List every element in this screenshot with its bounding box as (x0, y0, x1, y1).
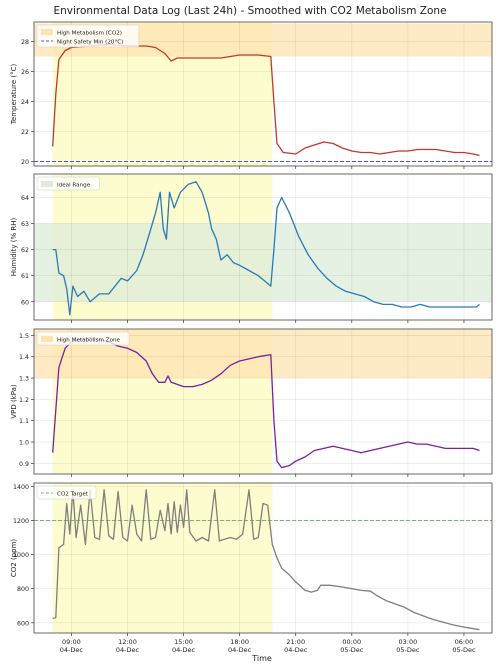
panels: 20 22 24 26 28 Temperature (°C) High Metabolis… (10, 21, 493, 654)
y-tick-label: 28 (21, 39, 29, 46)
x-tick-label-time: 15:00 (174, 638, 193, 646)
y-tick-label: 60 (21, 299, 29, 306)
series-line-co2 (52, 489, 480, 631)
y-tick-label: 1.2 (19, 397, 29, 404)
x-tick-label-time: 00:00 (342, 638, 361, 646)
legend-label: Night Safety Min (20°C) (57, 39, 123, 45)
x-tick-label-date: 04-Dec (116, 646, 140, 654)
x-tick-label-time: 03:00 (399, 638, 418, 646)
x-tick-label-time: 18:00 (230, 638, 249, 646)
legend-label: CO2 Target (57, 491, 89, 497)
legend-label: Ideal Range (57, 182, 91, 188)
y-axis-label: VPD (kPa) (10, 384, 18, 419)
legend-swatch (41, 181, 53, 187)
x-tick-label-date: 05-Dec (340, 646, 364, 654)
y-axis-label: CO2 (ppm) (10, 539, 18, 578)
series-line-humidity (52, 181, 480, 316)
x-tick-label-date: 04-Dec (284, 646, 308, 654)
x-tick-label-date: 05-Dec (452, 646, 476, 654)
x-tick-label-time: 12:00 (118, 638, 137, 646)
x-tick-label-date: 04-Dec (228, 646, 252, 654)
y-axis-label: Humidity (% RH) (10, 218, 18, 277)
y-tick-label: 61 (21, 273, 29, 280)
x-tick-label-date: 04-Dec (172, 646, 196, 654)
day-zone (52, 483, 273, 633)
x-axis-label: Time (251, 654, 272, 663)
panel-vpd: 0.9 1.0 1.1 1.2 1.3 1.4 1.5 VPD (kPa) High Metab… (10, 328, 493, 477)
legend-swatch (41, 29, 53, 35)
x-tick-label-date: 04-Dec (60, 646, 84, 654)
y-tick-label: 26 (21, 69, 29, 76)
y-tick-label: 62 (21, 247, 29, 254)
y-tick-label: 1.0 (19, 440, 29, 447)
panel-humidity: 60 61 62 63 64 Humidity (% RH) Ideal Range (10, 173, 493, 323)
panel-temperature: 20 22 24 26 28 Temperature (°C) High Metabolis… (10, 21, 493, 169)
x-tick-label-date: 05-Dec (396, 646, 420, 654)
x-tick-label-time: 21:00 (286, 638, 305, 646)
legend-box (36, 24, 140, 48)
y-tick-label: 63 (21, 221, 29, 228)
y-tick-label: 20 (21, 159, 29, 166)
axes-frame (33, 173, 493, 321)
panel-co2: 600 800 1000 1200 1400 CO2 (ppm) CO2 Target (10, 482, 493, 636)
y-tick-label: 600 (17, 620, 29, 627)
y-tick-label: 1.4 (19, 354, 29, 361)
y-tick-label: 1.3 (19, 376, 29, 383)
y-tick-label: 1200 (13, 518, 29, 525)
legend-label: High Metabolism (CO2) (57, 30, 122, 36)
band-zone (34, 223, 492, 302)
legend-box (36, 331, 130, 346)
y-tick-label: 0.9 (19, 461, 29, 468)
legend-swatch (41, 336, 53, 342)
x-tick-label-time: 09:00 (62, 638, 81, 646)
y-axis-label: Temperature (°C) (10, 64, 18, 126)
y-tick-label: 64 (21, 195, 29, 202)
axes-frame (33, 328, 493, 475)
y-tick-label: 1.5 (19, 333, 29, 340)
axes-frame (33, 482, 493, 634)
y-tick-label: 22 (21, 129, 29, 136)
legend: Ideal Range (36, 176, 100, 191)
y-tick-label: 800 (17, 586, 29, 593)
y-tick-label: 1000 (13, 552, 29, 559)
legend: CO2 Target (36, 485, 97, 500)
axes-frame (33, 21, 493, 167)
x-tick-labels: 09:0004-Dec12:0004-Dec15:0004-Dec18:0004… (60, 638, 476, 654)
y-tick-label: 1.1 (19, 418, 29, 425)
x-tick-label-time: 06:00 (455, 638, 474, 646)
legend: High Metabolism Zone (36, 331, 130, 346)
legend-label: High Metabolism Zone (57, 337, 121, 343)
legend: High Metabolism (CO2) Night Safety Min (2… (36, 24, 140, 48)
y-tick-label: 1400 (13, 484, 29, 491)
series-line-vpd (52, 336, 480, 469)
figure-title: Environmental Data Log (Last 24h) - Smoo… (53, 5, 446, 17)
legend-box (36, 485, 97, 500)
y-tick-label: 24 (21, 99, 29, 106)
